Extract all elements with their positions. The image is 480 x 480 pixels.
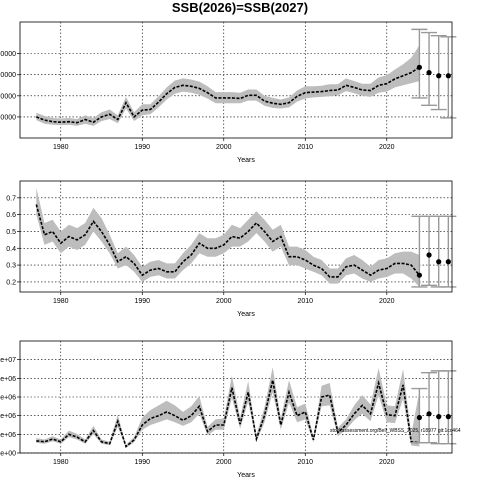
y-tick-label: e+06 [0,413,16,420]
footnote-text: stockassessment.org/Bell_WBSS_2025, r189… [330,428,461,434]
estimate-line [35,204,421,278]
forecast-point [416,414,422,421]
x-tick-label: 2020 [379,459,395,466]
x-tick-label: 2010 [297,459,313,466]
forecast-point [436,414,442,420]
forecast-point [426,252,432,258]
confidence-band [36,187,420,287]
y-tick-label: e+00 [0,451,16,458]
y-tick-label: 0.3 [6,263,16,270]
y-tick-label: e+06 [0,376,16,383]
y-tick-label: 0000 [0,51,16,58]
y-tick-label: 0.5 [6,229,16,236]
y-tick-label: 0.7 [6,195,16,202]
estimate-line [36,66,420,124]
y-tick-label: 0.2 [6,279,16,286]
forecast-point [416,272,422,278]
x-tick-label: 1990 [134,459,150,466]
x-tick-label: 1980 [53,459,69,466]
plot-frame [19,21,453,139]
y-tick-label: 0.6 [6,212,16,219]
x-axis-label: Years [237,157,255,164]
forecast-point [445,73,451,79]
plot-frame [19,180,453,293]
y-tick-label: 0000 [0,72,16,79]
x-tick-label: 2000 [216,298,232,305]
x-tick-label: 1990 [134,298,150,305]
panel-3: 1980 1990 2000 2010 2020 e+00 e+06 e+06 e+06 e+06… [0,340,457,479]
y-tick-label: e+07 [0,357,16,364]
y-tick-label: 0.4 [6,246,16,253]
x-tick-label: 1980 [53,144,69,151]
x-tick-label: 2000 [216,144,232,151]
x-tick-label: 1980 [53,298,69,305]
x-axis-label: Years [237,472,255,479]
forecast-point [426,411,432,417]
confidence-band [36,45,420,126]
forecast-point [436,259,442,265]
estimate-line [36,379,420,448]
y-tick-label: e+06 [0,395,16,402]
x-tick-label: 2020 [379,144,395,151]
forecast-point [426,70,432,76]
panel-1: 1980 1990 2000 2010 2020 0000 0000 0000 0000 Year… [0,21,457,164]
x-axis-label: Years [237,311,255,318]
x-tick-label: 2010 [297,144,313,151]
x-tick-label: 2000 [216,459,232,466]
y-tick-label: 0000 [0,114,16,121]
y-tick-label: 0000 [0,93,16,100]
x-tick-label: 2010 [297,298,313,305]
panel-2: 1980 1990 2000 2010 2020 0.2 0.3 0.4 0.5 0.6 0.7 Ye… [6,180,457,318]
forecast-point [416,64,422,70]
forecast-point [436,73,442,79]
forecast-point [445,259,451,265]
x-tick-label: 1990 [134,144,150,151]
chart-title: SSB(2026)=SSB(2027) [171,0,309,15]
forecast-point [445,414,451,420]
y-tick-label: e+06 [0,432,16,439]
x-tick-label: 2020 [379,298,395,305]
